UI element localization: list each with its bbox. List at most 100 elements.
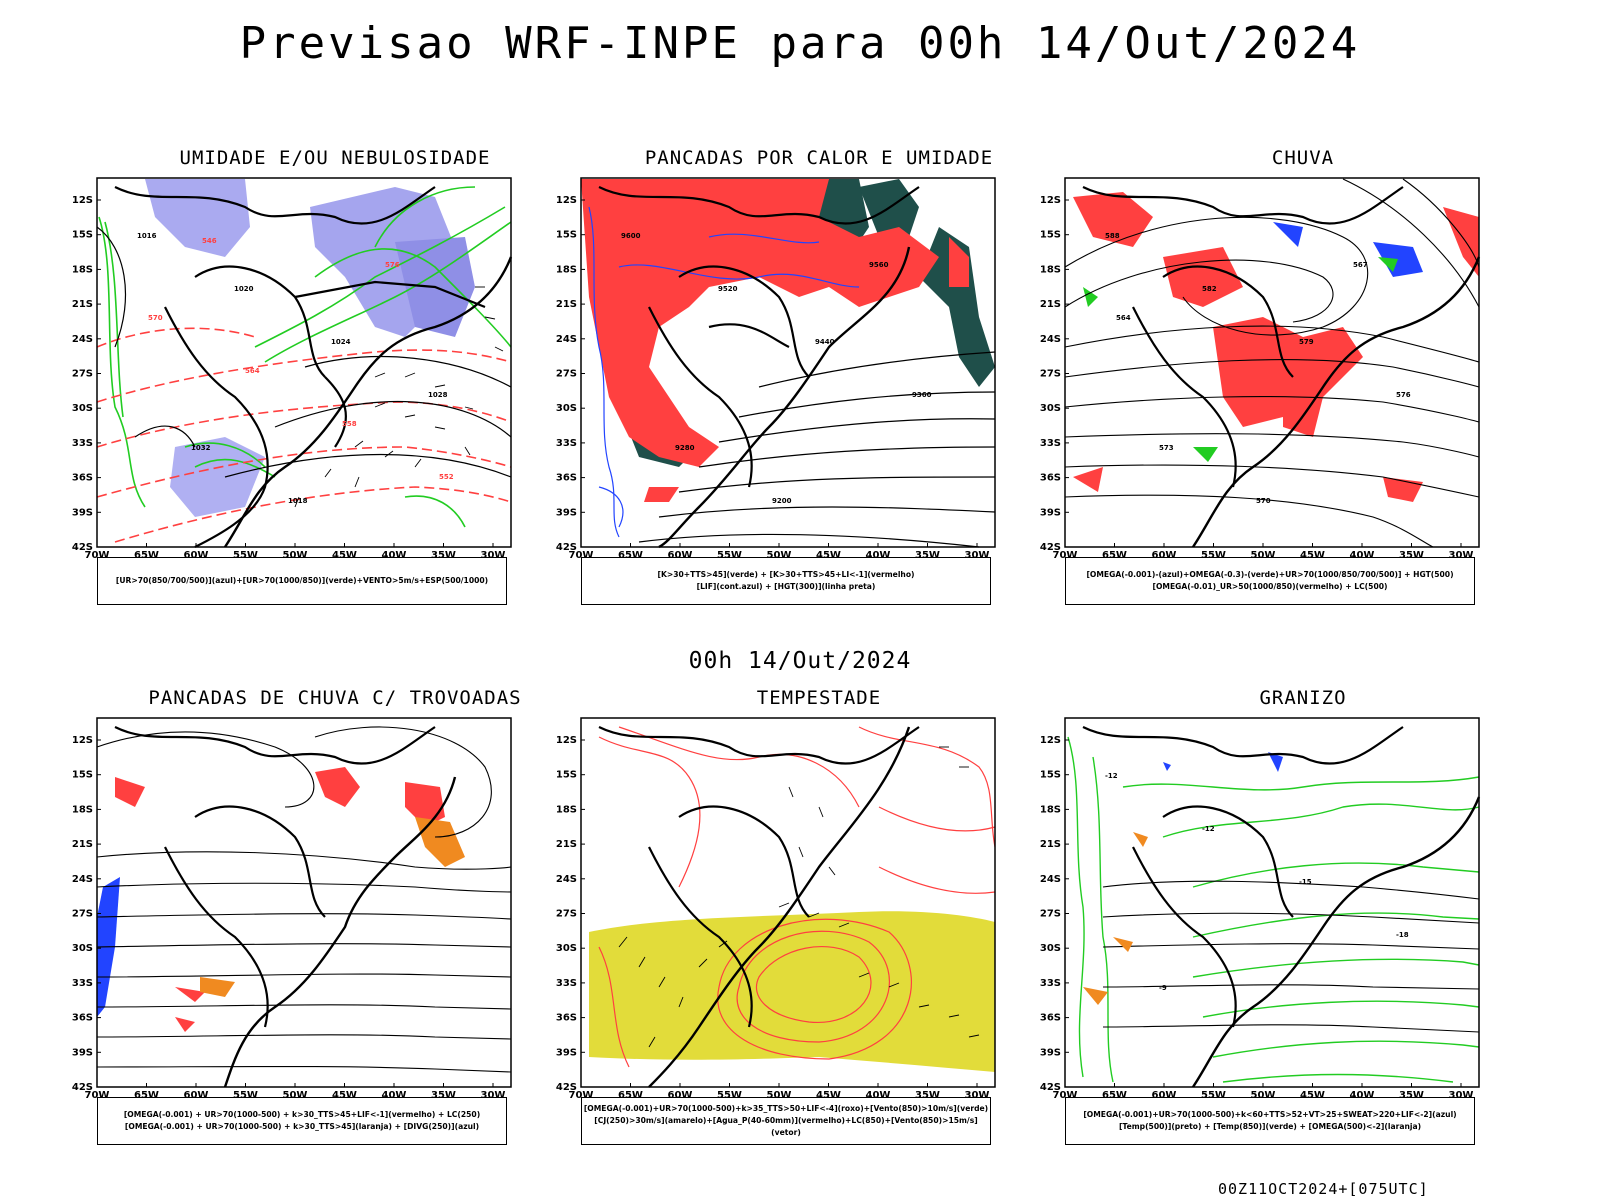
lat-tick-label: 12S	[72, 735, 93, 746]
lat-tick-label: 27S	[72, 369, 93, 380]
lon-tick-label: 60W	[1152, 550, 1177, 561]
lat-tick-label: 33S	[556, 438, 577, 449]
lat-tick-label: 24S	[72, 874, 93, 885]
contour-label: 9440	[815, 338, 835, 346]
lat-tick-label: 18S	[1040, 804, 1061, 815]
lat-tick-label: 21S	[556, 839, 577, 850]
lat-tick-label: 12S	[1040, 735, 1061, 746]
coastline	[1192, 256, 1481, 548]
panel-pancadas-calor: PANCADAS POR CALOR E UMIDADE	[556, 147, 1059, 647]
map-pancadas-calor: 12S 15S 18S 21S 24S 27S 30S 33S 36S 39S 42S 70W 65W…	[556, 177, 996, 561]
panel-trovoadas: PANCADAS DE CHUVA C/ TROVOADAS	[72, 687, 575, 1187]
lat-tick-label: 36S	[556, 1013, 577, 1024]
map-umidade: 12S 15S 18S 21S 24S 27S 30S 33S 36S 39S 42S 70W 65W…	[72, 177, 513, 561]
lat-axis: 12S 15S 18S 21S 24S 27S 30S 33S 36S 39S 42S	[556, 195, 585, 553]
contour-label: 564	[1116, 314, 1131, 322]
blue-omega-areas	[1273, 222, 1423, 277]
lat-tick-label: 15S	[556, 770, 577, 781]
lon-tick-label: 70W	[1053, 550, 1078, 561]
legend: [OMEGA(-0.001)+UR>70(1000-500)+k<60+TTS>…	[1065, 1097, 1475, 1145]
lon-tick-label: 65W	[618, 550, 643, 561]
orange-omega-areas	[1083, 832, 1148, 1005]
lon-tick-label: 35W	[1399, 1090, 1424, 1101]
lat-tick-label: 39S	[72, 1047, 93, 1058]
lon-tick-label: 35W	[431, 1090, 456, 1101]
country-borders	[114, 186, 486, 548]
lat-tick-label: 21S	[72, 839, 93, 850]
lat-tick-label: 15S	[72, 770, 93, 781]
legend-line-1: [K>30+TTS>45](verde) + [K>30+TTS>45+LI<-…	[657, 570, 915, 579]
lat-axis: 12S 15S 18S 21S 24S 27S 30S 33S 36S 39S 42S	[72, 195, 101, 553]
lon-tick-label: 30W	[481, 1090, 506, 1101]
lon-tick-label: 45W	[816, 550, 841, 561]
legend-line-2: [Temp(500)](preto) + [Temp(850)](verde) …	[1118, 1122, 1422, 1131]
legend: [K>30+TTS>45](verde) + [K>30+TTS>45+LI<-…	[581, 557, 991, 605]
lat-tick-label: 15S	[72, 230, 93, 241]
lon-tick-label: 30W	[1449, 1090, 1474, 1101]
lat-tick-label: 18S	[1040, 264, 1061, 275]
panel-granizo: GRANIZO	[1040, 687, 1543, 1187]
lat-tick-label: 30S	[1040, 403, 1061, 414]
contour-label: 564	[245, 367, 260, 375]
legend-line-1: [OMEGA(-0.001)+UR>70(1000-500)+k<60+TTS>…	[1083, 1110, 1457, 1119]
contour-label: 546	[202, 237, 217, 245]
lon-tick-label: 65W	[134, 1090, 159, 1101]
coastline	[223, 776, 457, 1088]
lat-tick-label: 33S	[72, 978, 93, 989]
lat-tick-label: 21S	[1040, 839, 1061, 850]
lon-tick-label: 45W	[332, 550, 357, 561]
blue-hail-areas	[1163, 752, 1283, 772]
lat-tick-label: 21S	[72, 299, 93, 310]
mid-title: 00h 14/Out/2024	[688, 648, 912, 674]
wind-vectors	[618, 746, 980, 1048]
lat-tick-label: 30S	[72, 943, 93, 954]
lon-tick-label: 55W	[717, 1090, 742, 1101]
lat-tick-label: 24S	[556, 874, 577, 885]
lon-tick-label: 50W	[1251, 550, 1276, 561]
panel-title: PANCADAS POR CALOR E UMIDADE	[644, 147, 994, 169]
contour-label: -12	[1202, 825, 1215, 833]
map-granizo: 12S 15S 18S 21S 24S 27S 30S 33S 36S 39S 42S 70W 65W…	[1040, 717, 1481, 1101]
lat-tick-label: 18S	[72, 804, 93, 815]
red-rain-areas	[1073, 192, 1479, 502]
legend-line-1: [OMEGA(-0.001)-(azul)+OMEGA(-0.3)-(verde…	[1086, 570, 1454, 579]
lat-tick-label: 42S	[1040, 1082, 1061, 1093]
contour-label: 567	[1353, 261, 1368, 269]
lon-tick-label: 40W	[1350, 550, 1375, 561]
lon-axis: 70W 65W 60W 55W 50W 45W 40W 35W 30W	[1053, 543, 1473, 561]
lat-tick-label: 39S	[1040, 1047, 1061, 1058]
lon-tick-label: 45W	[816, 1090, 841, 1101]
lat-tick-label: 39S	[72, 507, 93, 518]
lat-tick-label: 27S	[1040, 909, 1061, 920]
black-temp500-contours	[1102, 880, 1480, 1033]
lon-tick-label: 65W	[1102, 550, 1127, 561]
lat-tick-label: 36S	[72, 473, 93, 484]
streamlines	[96, 726, 512, 1073]
lon-tick-label: 60W	[184, 1090, 209, 1101]
panel-title: UMIDADE E/OU NEBULOSIDADE	[179, 147, 491, 169]
lat-tick-label: 27S	[556, 369, 577, 380]
panel-chuva: CHUVA	[1040, 147, 1543, 647]
wind-vectors	[294, 286, 504, 508]
lon-tick-label: 50W	[1251, 1090, 1276, 1101]
lat-tick-label: 12S	[556, 195, 577, 206]
lon-tick-label: 65W	[1102, 1090, 1127, 1101]
lat-tick-label: 36S	[72, 1013, 93, 1024]
country-borders	[1082, 186, 1404, 488]
lon-tick-label: 45W	[1300, 550, 1325, 561]
lat-tick-label: 30S	[556, 403, 577, 414]
contour-label: -15	[1299, 878, 1312, 886]
lat-tick-label: 24S	[1040, 334, 1061, 345]
lon-tick-label: 60W	[668, 1090, 693, 1101]
lat-axis: 12S 15S 18S 21S 24S 27S 30S 33S 36S 39S 42S	[72, 735, 101, 1093]
lon-tick-label: 55W	[1201, 550, 1226, 561]
orange-thunder-areas	[200, 817, 465, 997]
contour-label: 9600	[621, 232, 641, 240]
contour-label: -9	[1159, 984, 1167, 992]
contour-label: 570	[1256, 497, 1271, 505]
lat-tick-label: 30S	[72, 403, 93, 414]
coastline	[658, 246, 911, 549]
country-borders	[114, 726, 436, 1028]
lon-tick-label: 40W	[866, 550, 891, 561]
lat-tick-label: 42S	[72, 1082, 93, 1093]
